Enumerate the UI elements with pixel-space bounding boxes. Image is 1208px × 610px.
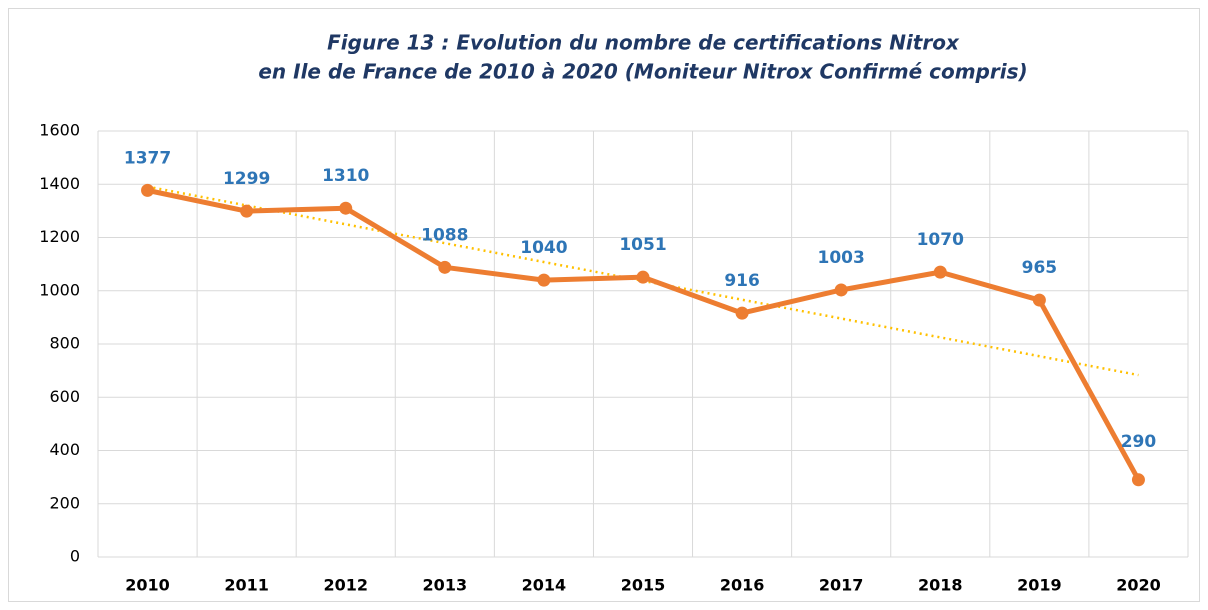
y-tick-label: 1200 bbox=[39, 227, 80, 246]
data-point bbox=[735, 306, 749, 320]
data-label: 1051 bbox=[619, 235, 666, 255]
x-tick-label: 2018 bbox=[918, 576, 963, 595]
data-label: 1088 bbox=[421, 225, 468, 245]
data-point bbox=[636, 270, 650, 284]
x-tick-label: 2017 bbox=[819, 576, 864, 595]
data-label: 1003 bbox=[818, 248, 865, 268]
data-point bbox=[1032, 293, 1046, 307]
x-tick-label: 2011 bbox=[224, 576, 269, 595]
data-label: 965 bbox=[1022, 258, 1058, 278]
data-point bbox=[438, 260, 452, 274]
y-tick-label: 1400 bbox=[39, 174, 80, 193]
data-point bbox=[933, 265, 947, 279]
data-label: 1299 bbox=[223, 169, 270, 189]
data-point bbox=[1131, 473, 1145, 487]
x-tick-label: 2016 bbox=[720, 576, 765, 595]
y-tick-label: 1000 bbox=[39, 280, 80, 299]
data-point bbox=[834, 283, 848, 297]
x-tick-label: 2015 bbox=[621, 576, 666, 595]
x-tick-label: 2012 bbox=[323, 576, 368, 595]
data-point bbox=[240, 204, 254, 218]
data-label: 290 bbox=[1121, 432, 1157, 452]
y-tick-label: 200 bbox=[49, 493, 80, 512]
data-label: 1040 bbox=[520, 238, 567, 258]
data-label: 916 bbox=[724, 271, 760, 291]
y-tick-label: 800 bbox=[49, 334, 80, 353]
data-label: 1310 bbox=[322, 166, 369, 186]
x-tick-label: 2010 bbox=[125, 576, 170, 595]
x-tick-label: 2019 bbox=[1017, 576, 1062, 595]
data-label: 1377 bbox=[124, 148, 171, 168]
chart-border bbox=[8, 8, 1200, 602]
x-tick-label: 2013 bbox=[423, 576, 468, 595]
y-tick-label: 600 bbox=[49, 387, 80, 406]
chart-title: en Ile de France de 2010 à 2020 (Moniteu… bbox=[258, 60, 1027, 84]
x-tick-label: 2014 bbox=[522, 576, 567, 595]
data-point bbox=[339, 201, 353, 215]
chart-title: Figure 13 : Evolution du nombre de certi… bbox=[327, 31, 960, 55]
y-tick-label: 1600 bbox=[39, 121, 80, 140]
y-tick-label: 400 bbox=[49, 440, 80, 459]
data-point bbox=[141, 183, 155, 197]
data-point bbox=[537, 273, 551, 287]
x-tick-label: 2020 bbox=[1116, 576, 1161, 595]
data-label: 1070 bbox=[917, 230, 964, 250]
y-tick-label: 0 bbox=[70, 547, 80, 566]
